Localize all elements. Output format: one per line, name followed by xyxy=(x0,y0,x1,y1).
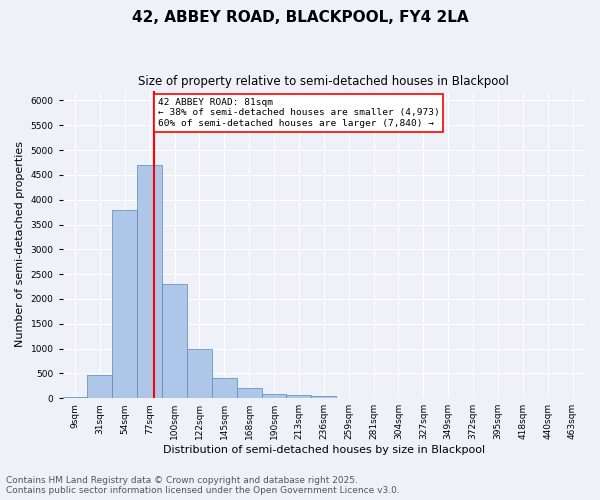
Bar xyxy=(311,396,336,398)
Bar xyxy=(237,388,262,398)
X-axis label: Distribution of semi-detached houses by size in Blackpool: Distribution of semi-detached houses by … xyxy=(163,445,485,455)
Bar xyxy=(162,284,187,398)
Bar xyxy=(286,395,311,398)
Bar xyxy=(137,165,162,398)
Bar xyxy=(112,210,137,398)
Bar xyxy=(262,394,286,398)
Title: Size of property relative to semi-detached houses in Blackpool: Size of property relative to semi-detach… xyxy=(139,75,509,88)
Y-axis label: Number of semi-detached properties: Number of semi-detached properties xyxy=(15,142,25,348)
Text: 42, ABBEY ROAD, BLACKPOOL, FY4 2LA: 42, ABBEY ROAD, BLACKPOOL, FY4 2LA xyxy=(131,10,469,25)
Bar xyxy=(88,376,112,398)
Text: Contains HM Land Registry data © Crown copyright and database right 2025.
Contai: Contains HM Land Registry data © Crown c… xyxy=(6,476,400,495)
Bar xyxy=(62,396,88,398)
Bar xyxy=(187,348,212,398)
Bar xyxy=(212,378,237,398)
Text: 42 ABBEY ROAD: 81sqm
← 38% of semi-detached houses are smaller (4,973)
60% of se: 42 ABBEY ROAD: 81sqm ← 38% of semi-detac… xyxy=(158,98,439,128)
